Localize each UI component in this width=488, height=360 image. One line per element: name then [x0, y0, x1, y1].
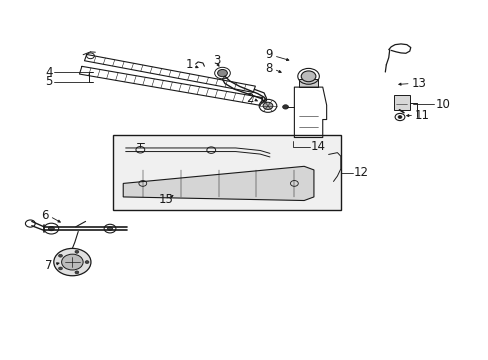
- Circle shape: [48, 226, 54, 231]
- Text: 5: 5: [45, 75, 53, 88]
- Text: 15: 15: [159, 193, 173, 206]
- Circle shape: [59, 267, 62, 270]
- Circle shape: [75, 271, 79, 274]
- Circle shape: [59, 254, 62, 257]
- Circle shape: [301, 71, 315, 82]
- Bar: [393, 95, 409, 110]
- Bar: [299, 79, 317, 87]
- Text: 12: 12: [353, 166, 368, 179]
- Circle shape: [75, 250, 79, 253]
- Text: 10: 10: [434, 98, 449, 111]
- Circle shape: [54, 248, 91, 276]
- Circle shape: [107, 227, 112, 230]
- Circle shape: [282, 105, 288, 109]
- Circle shape: [217, 69, 227, 77]
- Circle shape: [85, 261, 89, 264]
- Bar: [296, 139, 320, 150]
- Text: 11: 11: [414, 109, 429, 122]
- Text: 1: 1: [185, 58, 193, 71]
- Bar: [113, 135, 340, 210]
- Polygon shape: [123, 166, 313, 201]
- Text: 7: 7: [45, 259, 53, 272]
- Circle shape: [397, 116, 401, 118]
- Circle shape: [61, 254, 83, 270]
- Circle shape: [263, 102, 272, 109]
- Text: 8: 8: [265, 62, 272, 75]
- Text: 3: 3: [212, 54, 220, 67]
- Text: 6: 6: [41, 209, 49, 222]
- Text: 14: 14: [310, 140, 325, 153]
- Text: 4: 4: [45, 66, 53, 78]
- Text: 13: 13: [411, 77, 426, 90]
- Circle shape: [303, 141, 313, 148]
- Text: 2: 2: [245, 92, 253, 105]
- Text: 9: 9: [265, 48, 272, 61]
